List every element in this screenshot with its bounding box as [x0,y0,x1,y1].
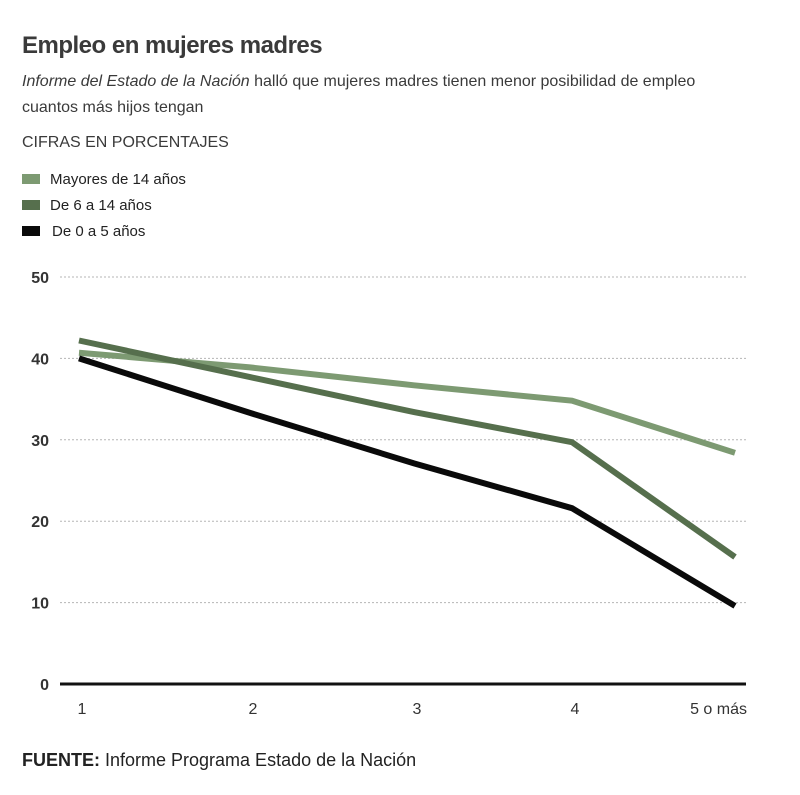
units-label: CIFRAS EN PORCENTAJES [22,134,229,151]
chart-subtitle: Informe del Estado de la Nación halló qu… [22,69,722,121]
legend-swatch [22,200,40,210]
y-tick-label: 50 [31,270,49,287]
subtitle-text: halló que mujeres madres tienen menor po… [22,73,696,116]
chart-title: Empleo en mujeres madres [22,32,323,59]
x-tick-label: 5 o más [690,701,747,718]
y-tick-label: 30 [31,433,49,450]
legend-label: De 6 a 14 años [50,196,152,214]
x-tick-label: 4 [571,701,580,718]
legend: Mayores de 14 años De 6 a 14 años De 0 a… [22,166,186,244]
y-tick-label: 10 [31,596,49,613]
legend-item: Mayores de 14 años [22,166,186,192]
x-tick-label: 1 [78,701,87,718]
y-tick-label: 20 [31,514,49,531]
legend-swatch [22,226,40,236]
series-line-2 [78,355,737,609]
legend-item: De 0 a 5 años [22,218,186,244]
source-label: FUENTE: [22,750,100,770]
legend-label: De 0 a 5 años [52,222,146,240]
y-tick-label: 40 [31,351,49,368]
legend-swatch [22,174,40,184]
source-text: Informe Programa Estado de la Nación [100,750,417,770]
series-line-0 [78,349,736,456]
legend-item: De 6 a 14 años [22,192,186,218]
subtitle-report-name: Informe del Estado de la Nación [22,73,250,90]
x-tick-label: 2 [249,701,258,718]
x-tick-label: 3 [413,701,422,718]
source-footer: FUENTE: Informe Programa Estado de la Na… [22,750,416,771]
legend-label: Mayores de 14 años [50,170,186,188]
series-line-1 [78,337,737,560]
y-tick-label: 0 [40,677,49,694]
